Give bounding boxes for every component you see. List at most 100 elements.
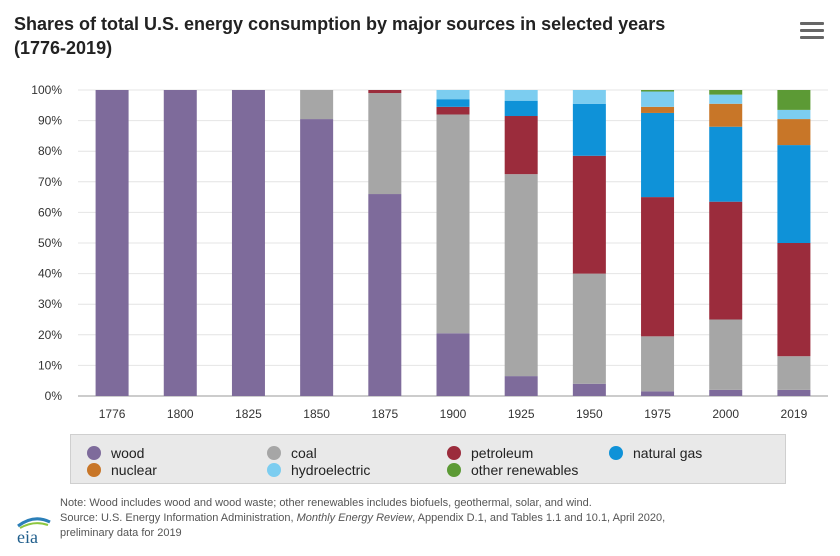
- y-tick-label: 90%: [38, 114, 62, 128]
- bar-segment-hydroelectric-2000[interactable]: [709, 94, 743, 104]
- bar-segment-natural-gas-2000[interactable]: [709, 126, 743, 202]
- y-tick-label: 80%: [38, 144, 62, 158]
- bar-segment-coal-1875[interactable]: [368, 93, 402, 195]
- bar-segment-petroleum-1925[interactable]: [504, 116, 538, 175]
- hamburger-menu-icon[interactable]: [800, 22, 824, 42]
- legend: wood coal petroleum natural gas nuclear hydro…: [70, 434, 786, 484]
- bar-segment-natural-gas-1900[interactable]: [436, 99, 470, 107]
- bar-segment-petroleum-1950[interactable]: [572, 155, 606, 274]
- stacked-bar-chart: 0% 10% 20% 30% 40% 50% 60% 70% 80% 90% 100% 1776 180…: [31, 83, 828, 421]
- bar-segment-coal-1925[interactable]: [504, 174, 538, 377]
- eia-logo-icon: eia: [17, 517, 51, 546]
- legend-item-wood[interactable]: wood: [87, 445, 144, 461]
- bar-segment-other-renewables-2000[interactable]: [709, 90, 743, 95]
- legend-swatch: [267, 446, 281, 460]
- x-tick-label: 1875: [371, 407, 398, 421]
- legend-item-nuclear[interactable]: nuclear: [87, 462, 157, 478]
- legend-swatch: [87, 463, 101, 477]
- y-tick-label: 10%: [38, 358, 62, 372]
- legend-swatch: [267, 463, 281, 477]
- bar-segment-coal-1900[interactable]: [436, 114, 470, 334]
- bar-segment-coal-1850[interactable]: [300, 90, 334, 120]
- bar-segment-other-renewables-2019[interactable]: [777, 90, 811, 110]
- legend-item-hydroelectric[interactable]: hydroelectric: [267, 462, 370, 478]
- legend-swatch: [87, 446, 101, 460]
- bar-segment-wood-1950[interactable]: [572, 383, 606, 396]
- bar-segment-hydroelectric-1925[interactable]: [504, 90, 538, 101]
- bar-segment-natural-gas-1975[interactable]: [641, 112, 675, 198]
- legend-item-natural-gas[interactable]: natural gas: [609, 445, 702, 461]
- x-tick-label: 2019: [781, 407, 808, 421]
- bar-segment-petroleum-1900[interactable]: [436, 106, 470, 115]
- legend-swatch: [447, 446, 461, 460]
- bar-segment-wood-2019[interactable]: [777, 389, 811, 396]
- bar-segment-nuclear-1975[interactable]: [641, 106, 675, 113]
- source-suffix: , Appendix D.1, and Tables 1.1 and 10.1,…: [412, 512, 666, 524]
- source-title: Monthly Energy Review: [296, 512, 413, 524]
- bar-segment-hydroelectric-1975[interactable]: [641, 91, 675, 107]
- bar-segment-other-renewables-1975[interactable]: [641, 90, 675, 92]
- legend-label: coal: [291, 445, 317, 461]
- bar-segment-petroleum-2000[interactable]: [709, 201, 743, 320]
- x-tick-label: 1925: [508, 407, 535, 421]
- bar-segment-wood-1776[interactable]: [95, 90, 129, 396]
- bar-segment-wood-1900[interactable]: [436, 333, 470, 396]
- x-tick-label: 1825: [235, 407, 262, 421]
- x-tick-label: 1975: [644, 407, 671, 421]
- x-tick-label: 1950: [576, 407, 603, 421]
- x-tick-label: 2000: [712, 407, 739, 421]
- x-tick-label: 1850: [303, 407, 330, 421]
- source-text: Source: U.S. Energy Information Administ…: [60, 511, 830, 526]
- bar-segment-natural-gas-2019[interactable]: [777, 145, 811, 243]
- legend-item-other-renewables[interactable]: other renewables: [447, 462, 578, 478]
- bar-segment-natural-gas-1925[interactable]: [504, 100, 538, 117]
- legend-label: nuclear: [111, 462, 157, 478]
- bar-segment-petroleum-1875[interactable]: [368, 90, 402, 94]
- x-tick-label: 1776: [99, 407, 126, 421]
- bar-segment-hydroelectric-1950[interactable]: [572, 90, 606, 104]
- bar-segment-wood-1800[interactable]: [163, 90, 197, 396]
- bar-segment-coal-1950[interactable]: [572, 273, 606, 384]
- bar-segment-wood-1875[interactable]: [368, 194, 402, 396]
- chart-notes: Note: Wood includes wood and wood waste;…: [60, 496, 830, 541]
- legend-item-petroleum[interactable]: petroleum: [447, 445, 533, 461]
- bar-segment-wood-2000[interactable]: [709, 389, 743, 396]
- legend-label: other renewables: [471, 462, 579, 478]
- y-tick-label: 70%: [38, 175, 62, 189]
- bar-segment-natural-gas-1950[interactable]: [572, 103, 606, 156]
- legend-swatch: [609, 446, 623, 460]
- bar-segment-petroleum-2019[interactable]: [777, 243, 811, 357]
- legend-swatch: [447, 463, 461, 477]
- bar-segment-hydroelectric-1900[interactable]: [436, 90, 470, 100]
- legend-label: wood: [111, 445, 145, 461]
- bar-segment-wood-1975[interactable]: [641, 391, 675, 396]
- bar-segment-coal-2000[interactable]: [709, 319, 743, 390]
- y-tick-label: 0%: [45, 389, 63, 403]
- legend-label: petroleum: [471, 445, 534, 461]
- y-tick-label: 50%: [38, 236, 62, 250]
- chart-title-line2: (1776-2019): [14, 38, 113, 58]
- y-tick-label: 30%: [38, 297, 62, 311]
- chart-title-line1: Shares of total U.S. energy consumption …: [14, 14, 666, 34]
- eia-logo-text: eia: [17, 527, 38, 546]
- bar-segment-wood-1825[interactable]: [231, 90, 265, 396]
- bar-segment-wood-1850[interactable]: [300, 119, 334, 396]
- bar-segment-wood-1925[interactable]: [504, 376, 538, 396]
- y-tick-label: 60%: [38, 205, 62, 219]
- chart-title: Shares of total U.S. energy consumption …: [14, 12, 774, 60]
- legend-label: natural gas: [633, 445, 703, 461]
- bar-segment-nuclear-2019[interactable]: [777, 119, 811, 146]
- bar-segment-hydroelectric-2019[interactable]: [777, 109, 811, 120]
- x-tick-label: 1800: [167, 407, 194, 421]
- bar-segment-coal-1975[interactable]: [641, 336, 675, 392]
- legend-item-coal[interactable]: coal: [267, 445, 317, 461]
- bar-segment-coal-2019[interactable]: [777, 356, 811, 390]
- note-text: Note: Wood includes wood and wood waste;…: [60, 497, 592, 509]
- bar-segment-nuclear-2000[interactable]: [709, 103, 743, 127]
- y-tick-label: 40%: [38, 267, 62, 281]
- y-tick-label: 20%: [38, 328, 62, 342]
- bar-segment-petroleum-1975[interactable]: [641, 197, 675, 337]
- legend-label: hydroelectric: [291, 462, 371, 478]
- source-line3: preliminary data for 2019: [60, 527, 182, 539]
- x-tick-label: 1900: [440, 407, 467, 421]
